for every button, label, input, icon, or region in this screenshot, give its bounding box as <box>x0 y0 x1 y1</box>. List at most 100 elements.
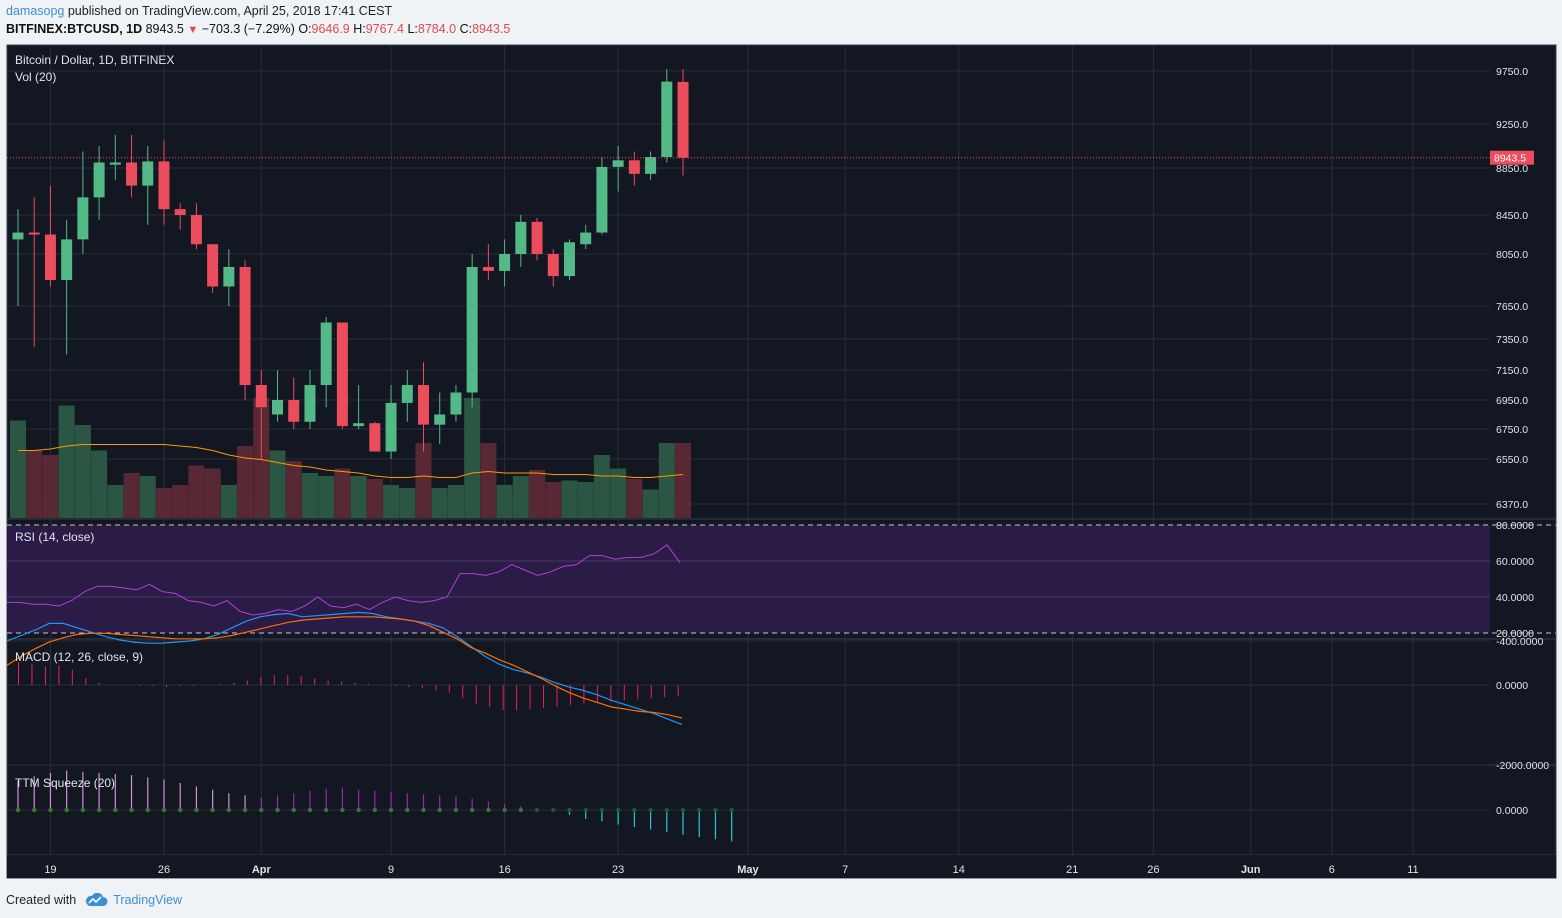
price-tick-label: 6370.0 <box>1496 499 1528 511</box>
volume-ma-line <box>18 444 684 478</box>
candle-2018-04-20 <box>563 239 575 280</box>
candle-2018-04-16 <box>499 239 511 287</box>
candle-body <box>482 267 494 271</box>
candle-body <box>93 162 105 198</box>
volume-bar <box>366 479 383 518</box>
tradingview-brand-link[interactable]: TradingView <box>84 893 182 907</box>
price-tick-label: 6750.0 <box>1496 424 1528 436</box>
volume-bar <box>123 473 140 518</box>
squeeze-dot <box>80 807 86 813</box>
last-price-badge <box>1490 150 1534 165</box>
price-axis-background <box>1490 45 1556 878</box>
candle-2018-03-27 <box>174 203 186 230</box>
chart-canvas[interactable]: 6370.0 6550.0 6750.0 6950.0 7150.0 7350.0 7650… <box>0 43 1562 883</box>
squeeze-dot <box>486 807 491 813</box>
candle-body <box>661 81 673 157</box>
price-tick-label: 6950.0 <box>1496 395 1528 407</box>
volume-bar <box>188 465 205 518</box>
footer: Created with TradingView <box>6 893 182 907</box>
close-label: C: <box>459 22 473 36</box>
candle-body <box>418 385 429 425</box>
time-tick-label: 11 <box>1407 864 1418 876</box>
candle-2018-03-17 <box>12 209 24 306</box>
squeeze-dot <box>307 807 313 813</box>
candle-body <box>109 162 121 165</box>
price-tick-label: 7650.0 <box>1496 301 1528 313</box>
candle-2018-03-29 <box>207 244 219 293</box>
squeeze-dot <box>469 807 475 813</box>
time-tick-label: 7 <box>842 864 848 876</box>
change-value: −703.3 (−7.29%) <box>201 22 295 36</box>
symbol-label: BITFINEX:BTCUSD, 1D <box>6 22 143 36</box>
candle-2018-03-31 <box>239 260 251 400</box>
volume-bar <box>496 485 513 518</box>
time-tick-label: 21 <box>1066 864 1078 876</box>
time-tick-label: 26 <box>158 864 170 876</box>
tradingview-brand-label: TradingView <box>113 893 182 907</box>
volume-bar <box>220 485 237 518</box>
volume-bar <box>642 489 659 518</box>
volume-bar <box>26 450 43 518</box>
candle-2018-03-19 <box>44 185 56 287</box>
time-tick-label: 9 <box>388 864 394 876</box>
candle-body <box>515 221 527 254</box>
high-label: H: <box>353 22 366 36</box>
candle-body <box>207 244 219 287</box>
candle-body <box>223 267 235 287</box>
volume-bar <box>464 398 481 518</box>
candle-body <box>174 209 186 215</box>
candle-2018-04-24 <box>628 151 640 186</box>
squeeze-dot <box>697 807 702 813</box>
candle-2018-04-25 <box>645 151 657 180</box>
ttm-tick-label: 0.0000 <box>1496 805 1528 817</box>
volume-bar <box>545 482 562 518</box>
squeeze-dot <box>356 807 361 813</box>
open-label: O: <box>298 22 312 36</box>
candle-2018-04-27 <box>677 69 689 176</box>
macd-title: MACD (12, 26, close, 9) <box>15 650 143 664</box>
squeeze-dot <box>129 807 134 813</box>
candle-2018-04-12 <box>434 392 446 444</box>
down-arrow-icon: ▼ <box>187 24 199 36</box>
rsi-tick-label: 60.0000 <box>1496 556 1534 568</box>
candle-2018-04-06 <box>336 322 348 429</box>
candle-body <box>547 254 559 277</box>
author-link[interactable]: damasopg <box>6 4 65 18</box>
candle-2018-04-26 <box>661 68 673 163</box>
time-tick-label: 26 <box>1147 864 1159 876</box>
squeeze-dot <box>226 807 232 813</box>
candle-2018-04-15 <box>482 244 494 280</box>
high-value: 9767.4 <box>365 22 404 36</box>
volume-bar <box>383 485 400 518</box>
low-label: L: <box>407 22 418 36</box>
candle-body <box>563 242 575 277</box>
candle-2018-04-18 <box>531 217 543 261</box>
volume-bar <box>675 443 692 518</box>
volume-bar <box>512 476 529 518</box>
volume-bar <box>58 405 75 518</box>
volume-bar <box>91 450 108 518</box>
candle-2018-04-22 <box>596 157 608 235</box>
volume-bar <box>10 420 26 518</box>
last-price-badge-label: 8943.5 <box>1494 153 1526 165</box>
squeeze-dot <box>178 807 183 813</box>
candle-2018-03-30 <box>223 249 235 306</box>
candle-2018-03-22 <box>93 146 105 220</box>
candle-body <box>531 221 543 254</box>
squeeze-dot <box>437 807 442 813</box>
candle-2018-04-02 <box>272 370 284 422</box>
time-tick-label: 19 <box>44 864 56 876</box>
time-tick-label: 6 <box>1329 864 1335 876</box>
rsi-band <box>7 525 1490 633</box>
volume-bar <box>74 425 91 518</box>
price-tick-label: 9250.0 <box>1496 119 1528 131</box>
candle-2018-04-05 <box>320 317 332 408</box>
volume-bar <box>42 455 59 518</box>
candle-body <box>596 166 608 233</box>
candle-body <box>288 400 300 422</box>
candle-body <box>158 161 170 210</box>
published-text: published on TradingView.com, April 25, … <box>67 4 393 18</box>
candle-body <box>628 160 640 174</box>
close-value: 8943.5 <box>472 22 511 36</box>
squeeze-dot <box>453 807 459 813</box>
